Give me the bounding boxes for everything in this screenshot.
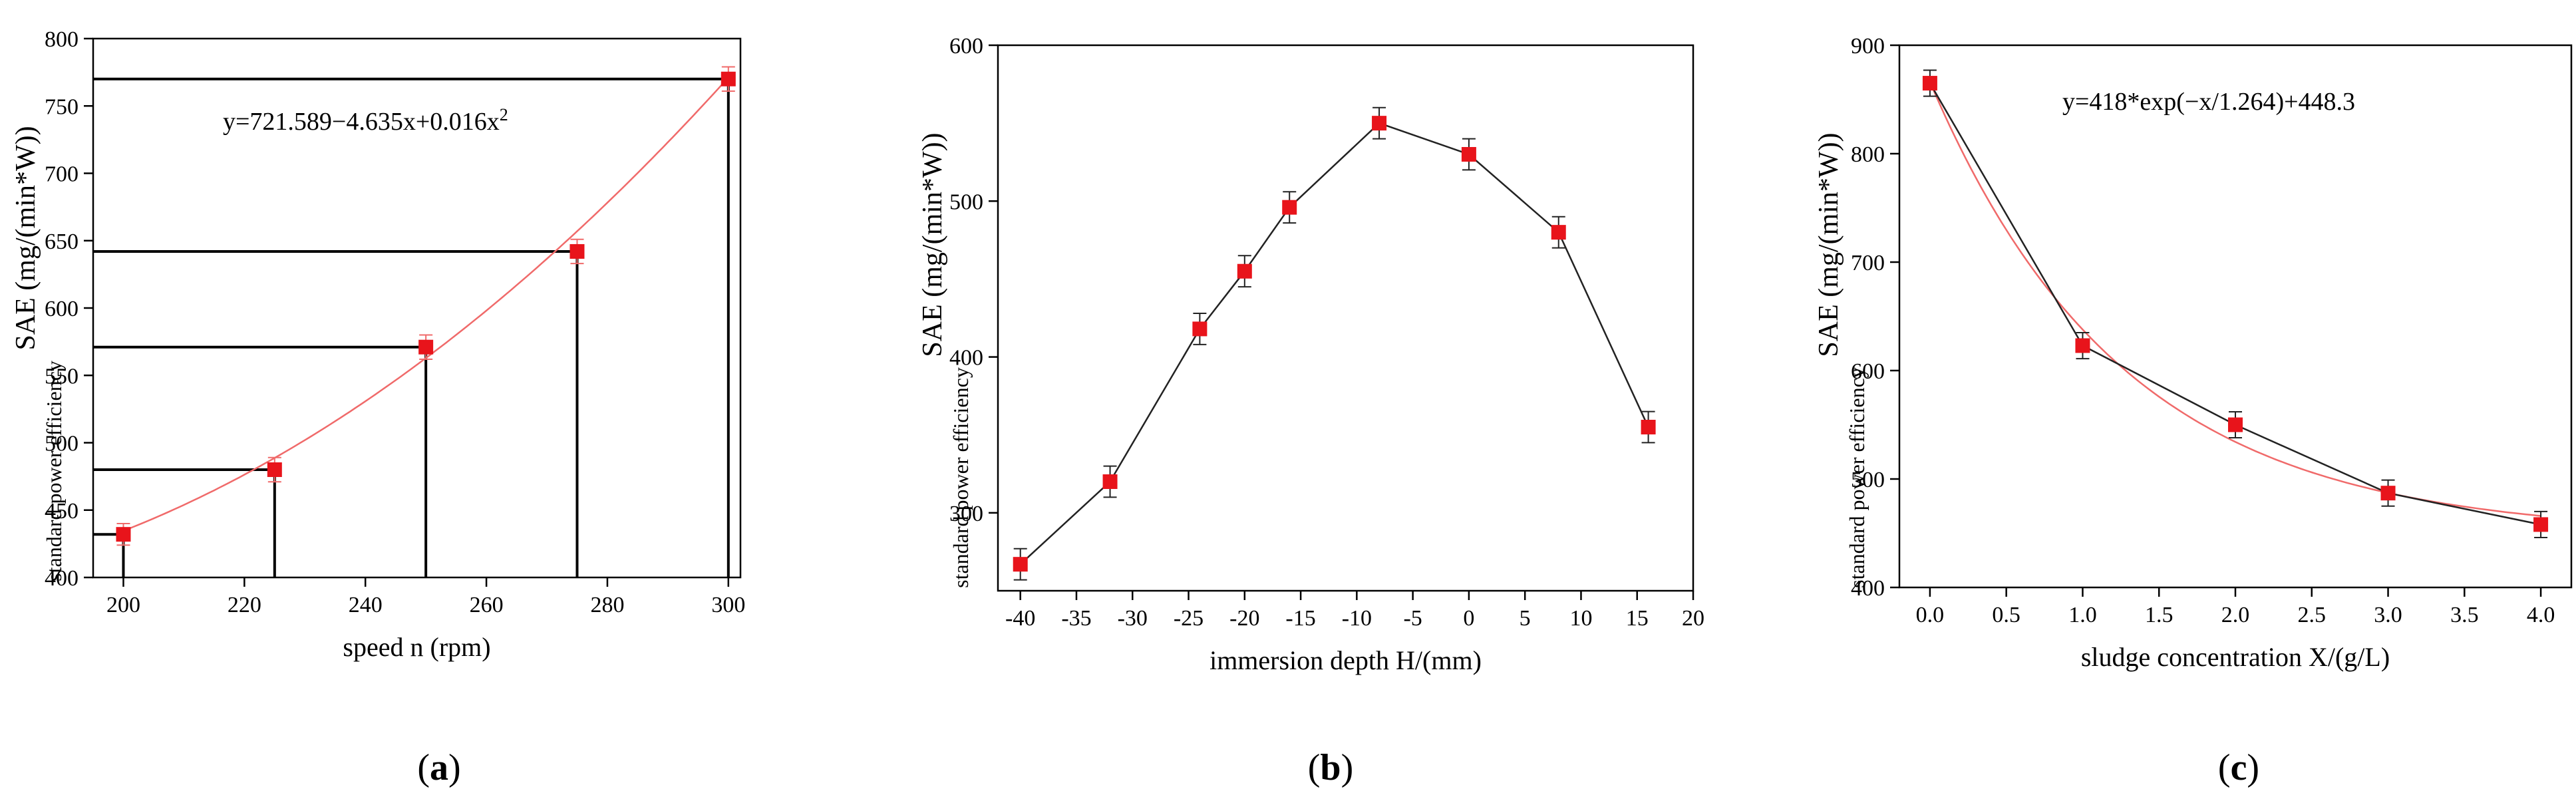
x-tick-label: -35: [1061, 606, 1091, 631]
y-tick-label: 550: [45, 364, 79, 389]
y-tick-label: 900: [1851, 34, 1885, 59]
y-tick-label: 400: [1851, 576, 1885, 601]
data-point: [1372, 116, 1387, 131]
fit-curve: [1929, 81, 2541, 517]
y-tick-label: 800: [45, 27, 79, 52]
y-axis-label-sub: standard power efficiency: [42, 361, 66, 581]
x-tick-label: 20: [1682, 606, 1704, 631]
x-tick-label: -15: [1285, 606, 1315, 631]
y-axis-label-sub: standard power efficiency: [1845, 367, 1869, 588]
y-tick-label: 800: [1851, 142, 1885, 167]
data-point: [569, 243, 585, 259]
x-tick-label: 1.5: [2145, 603, 2174, 627]
panel-label: (a): [417, 747, 460, 788]
data-point: [418, 339, 434, 355]
chart-c: 0.0 0.5 1.0 1.5 2.0 2.5 3.0 3.5 4.0 400 500 600 700 8…: [1814, 34, 2573, 788]
x-tick-label: -20: [1229, 606, 1259, 631]
data-point: [1282, 200, 1297, 215]
series-line: [1019, 122, 1649, 565]
x-tick-label: 300: [711, 593, 745, 617]
x-tick-label: 4.0: [2527, 603, 2555, 627]
data-point: [2075, 338, 2090, 353]
y-tick-label: 700: [45, 162, 79, 187]
data-point: [1192, 321, 1208, 337]
data-point: [2380, 486, 2396, 501]
plot-frame: [997, 44, 1694, 592]
x-axis-label: immersion depth H/(mm): [1209, 645, 1482, 675]
series-line: [1929, 82, 2541, 526]
x-tick-label: 3.0: [2374, 603, 2402, 627]
x-tick-label: 200: [106, 593, 140, 617]
x-axis-label: sludge concentration X/(g/L): [2081, 642, 2390, 672]
y-tick-label: 700: [1851, 251, 1885, 275]
plot-frame: [1898, 44, 2573, 589]
panel-label: (b): [1308, 747, 1353, 788]
x-tick-label: 260: [470, 593, 504, 617]
x-tick-label: 10: [1569, 606, 1592, 631]
data-point: [2228, 417, 2243, 432]
fit-equation: y=418*exp(−x/1.264)+448.3: [2062, 88, 2355, 116]
panel-label: (c): [2218, 747, 2259, 788]
x-tick-label: 2.5: [2298, 603, 2327, 627]
x-tick-label: 240: [349, 593, 383, 617]
y-tick-label: 500: [45, 432, 79, 456]
x-tick-label: 15: [1626, 606, 1649, 631]
y-axis-label-main: SAE (mg/(min*W)): [11, 126, 41, 350]
y-tick-label: 400: [949, 346, 983, 371]
data-point: [116, 527, 131, 542]
x-tick-label: 220: [228, 593, 261, 617]
data-point: [1237, 263, 1252, 279]
data-point: [1641, 420, 1656, 434]
x-tick-label: -10: [1342, 606, 1372, 631]
y-tick-label: 400: [45, 566, 79, 591]
x-tick-label: 5: [1520, 606, 1531, 631]
x-tick-label: -40: [1005, 606, 1035, 631]
y-tick-label: 600: [45, 297, 79, 321]
y-tick-label: 600: [1851, 359, 1885, 384]
y-axis-label-main: SAE (mg/(min*W)): [1814, 132, 1844, 357]
x-tick-label: -5: [1403, 606, 1422, 631]
data-point: [2533, 517, 2549, 532]
data-point: [1551, 225, 1566, 240]
y-axis-label-main: SAE (mg/(min*W)): [917, 132, 948, 357]
y-tick-label: 500: [949, 190, 983, 214]
data-point: [1102, 474, 1118, 489]
data-point: [267, 462, 282, 477]
data-point: [1461, 147, 1476, 162]
y-tick-label: 500: [1851, 468, 1885, 492]
fit-equation: y=721.589−4.635x+0.016x2: [223, 105, 508, 136]
x-tick-label: 2.0: [2221, 603, 2250, 627]
x-tick-label: -30: [1118, 606, 1148, 631]
x-tick-label: 3.5: [2450, 603, 2479, 627]
x-tick-label: 280: [590, 593, 624, 617]
x-tick-label: 0: [1463, 606, 1474, 631]
y-tick-label: 300: [949, 502, 983, 526]
y-tick-label: 600: [949, 34, 983, 59]
x-tick-label: 1.0: [2068, 603, 2097, 627]
x-axis-label: speed n (rpm): [343, 632, 490, 662]
x-tick-label: 0.5: [1992, 603, 2020, 627]
y-tick-label: 650: [45, 230, 79, 254]
x-tick-label: -25: [1174, 606, 1204, 631]
x-tick-label: 0.0: [1916, 603, 1945, 627]
chart-b: -40 -35 -30 -25 -20 -15 -10 -5 0 5 10 15 20 300 400 500…: [917, 34, 1704, 788]
data-point: [1013, 557, 1028, 572]
y-axis-label-sub: standard power efficiency: [949, 367, 973, 588]
chart-a: 200 220 240 260 280 300 400 450 500 550 600 650 700 7…: [11, 27, 745, 788]
data-point: [1922, 76, 1937, 91]
y-tick-label: 750: [45, 94, 79, 119]
data-point: [721, 71, 736, 86]
y-tick-label: 450: [45, 499, 79, 524]
